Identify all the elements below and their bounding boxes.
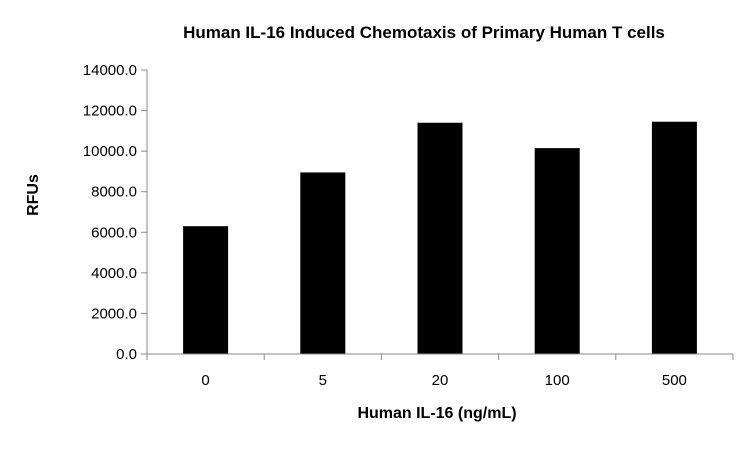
y-tick-label: 6000.0	[91, 224, 137, 241]
bar-500	[651, 121, 697, 354]
x-tick-label: 0	[201, 372, 209, 389]
y-tick-label: 0.0	[116, 346, 137, 363]
bar-20	[417, 122, 463, 354]
bars	[183, 121, 697, 354]
x-tick-label: 20	[432, 372, 449, 389]
x-axis-label: Human IL-16 (ng/mL)	[357, 405, 516, 422]
bar-100	[534, 148, 580, 354]
bar-0	[183, 226, 229, 354]
y-tick-label: 2000.0	[91, 305, 137, 322]
y-tick-label: 4000.0	[91, 265, 137, 282]
x-axis-ticks: 0 5 20 100 500	[146, 354, 734, 389]
y-axis-label: RFUs	[25, 174, 42, 216]
chart-title: Human IL-16 Induced Chemotaxis of Primar…	[183, 23, 665, 42]
x-tick-label: 500	[662, 372, 687, 389]
y-tick-label: 8000.0	[91, 184, 137, 201]
y-tick-label: 12000.0	[83, 103, 137, 120]
y-tick-label: 10000.0	[83, 143, 137, 160]
y-axis-ticks: 0.0 2000.0 4000.0 6000.0 8000.0 10000.0 12000.…	[83, 62, 147, 363]
y-tick-label: 14000.0	[83, 62, 137, 79]
x-tick-label: 100	[545, 372, 570, 389]
x-tick-label: 5	[319, 372, 327, 389]
bar-5	[300, 172, 346, 354]
